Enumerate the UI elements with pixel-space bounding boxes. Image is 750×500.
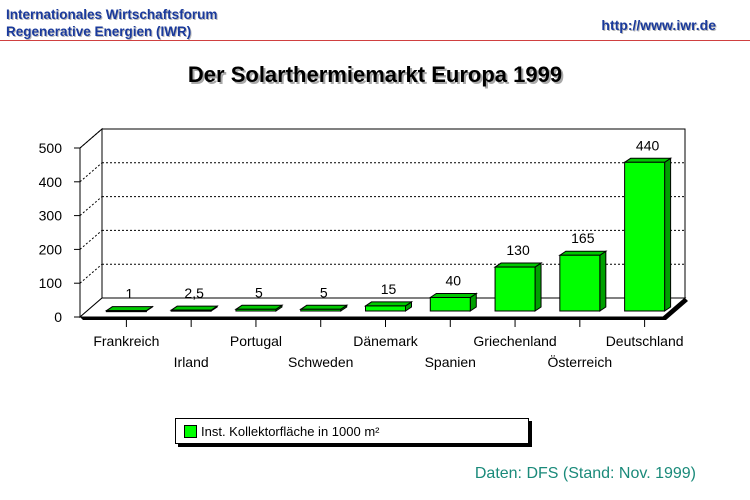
org-name: Internationales Wirtschaftsforum Regener…	[6, 6, 217, 40]
bar-front	[494, 266, 536, 312]
source-note: Daten: DFS (Stand: Nov. 1999)	[474, 465, 696, 482]
bar-8	[558, 250, 608, 312]
x-tick-label: Schweden	[288, 354, 353, 370]
grid-line-side	[79, 230, 103, 250]
y-tick-label: 500	[39, 140, 63, 156]
bar-value-label: 130	[506, 242, 530, 258]
x-tick-label: Deutschland	[606, 333, 684, 349]
grid-line-side	[79, 263, 103, 284]
chart-side-wall	[79, 127, 103, 319]
bar-front	[429, 296, 471, 312]
bar-value-label: 5	[320, 284, 328, 300]
bar-3	[234, 304, 284, 312]
bar-5	[363, 300, 414, 312]
y-tick-label: 200	[39, 241, 63, 257]
bar-side	[599, 250, 607, 312]
chart-title: Der Solarthermiemarkt Europa 1999	[187, 62, 563, 87]
bar-value-label: 15	[381, 281, 397, 297]
bar-chart: 0 100 200 300 400 500 1 Frankreich 2,5 Irland 5 Por…	[39, 127, 688, 370]
bar-top	[493, 262, 543, 268]
bar-top	[104, 306, 155, 312]
x-tick-label: Österreich	[548, 353, 613, 370]
bar-side	[534, 262, 542, 312]
bar-4	[299, 304, 349, 312]
bar-top	[428, 292, 478, 298]
x-tick-label: Spanien	[425, 354, 476, 370]
legend-label: Inst. Kollektorfläche in 1000 m²	[201, 423, 380, 439]
bar-value-label: 1	[125, 286, 133, 302]
x-tick-label: Dänemark	[353, 333, 419, 349]
bar-front	[559, 254, 601, 312]
x-tick-label: Griechenland	[473, 333, 556, 349]
bar-front	[300, 308, 342, 312]
bar-value-label: 165	[571, 230, 595, 246]
grid-line-side	[79, 196, 103, 216]
bar-front	[105, 310, 147, 313]
x-tick-label: Frankreich	[93, 333, 159, 349]
chart-floor-shadow	[80, 298, 688, 320]
bar-top	[169, 305, 219, 311]
y-tick-label: 0	[54, 309, 62, 325]
bar-top	[558, 250, 608, 256]
bar-1	[104, 305, 155, 313]
x-tick-label: Portugal	[230, 333, 282, 349]
bar-9	[622, 157, 673, 312]
legend: Inst. Kollektorfläche in 1000 m²	[175, 418, 529, 444]
bar-front	[170, 309, 212, 312]
org-name-line1: Internationales Wirtschaftsforum	[6, 7, 218, 22]
y-tick-label: 300	[39, 208, 63, 224]
bar-value-label: 2,5	[184, 285, 204, 301]
header-divider	[0, 40, 750, 41]
y-tick-label: 400	[39, 174, 63, 190]
bar-front	[624, 161, 666, 312]
bar-front	[365, 305, 406, 312]
bar-value-label: 440	[636, 137, 660, 153]
bar-top	[234, 304, 284, 310]
x-tick-label: Irland	[174, 354, 209, 370]
bar-top	[622, 157, 673, 163]
grid-line-side	[79, 162, 103, 183]
grid-line-side	[79, 128, 103, 149]
bar-7	[493, 262, 543, 312]
bar-front	[235, 308, 277, 312]
bar-value-label: 5	[255, 284, 263, 300]
org-name-line2: Regenerative Energien (IWR)	[6, 24, 192, 39]
website-url[interactable]: http://www.iwr.de	[601, 17, 716, 33]
bar-side	[664, 157, 672, 312]
bar-top	[299, 304, 349, 310]
legend-swatch	[184, 424, 197, 438]
bar-value-label: 40	[445, 272, 461, 288]
y-tick-label: 100	[39, 275, 63, 291]
bar-6	[428, 292, 478, 312]
bar-top	[363, 301, 414, 307]
bar-2	[169, 305, 219, 312]
